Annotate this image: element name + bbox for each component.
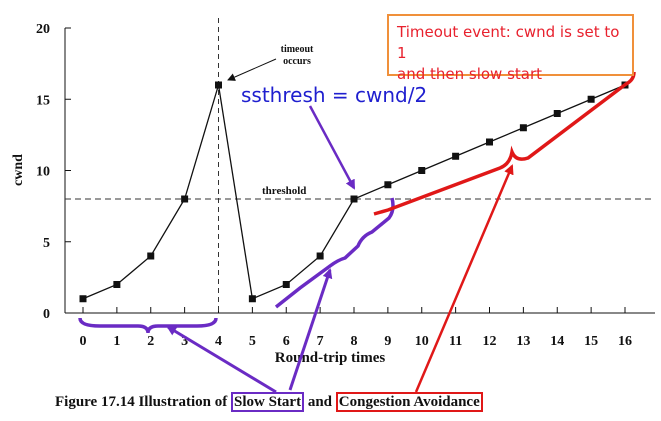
slow-start-brace — [78, 317, 218, 334]
cwnd-point — [147, 252, 155, 260]
x-tick-label: 12 — [483, 334, 497, 349]
cwnd-point — [215, 81, 222, 89]
y-axis-label: cwnd — [11, 154, 26, 186]
ssthresh-arrow — [308, 105, 356, 190]
cwnd-point — [519, 124, 527, 132]
cwnd-point — [113, 281, 121, 288]
slow-start-arrow-2 — [288, 268, 333, 391]
cwnd-point — [486, 138, 493, 146]
x-tick-label: 15 — [584, 334, 598, 349]
cwnd-point — [316, 252, 324, 260]
caption-congestion-avoidance: Congestion Avoidance — [335, 392, 483, 412]
timeout-arrow — [227, 58, 277, 81]
cwnd-series-line — [82, 84, 626, 300]
x-tick-label: 11 — [449, 334, 462, 349]
y-tick-label: 20 — [36, 22, 50, 37]
x-tick-label: 6 — [283, 334, 290, 349]
figure-caption: Figure 17.14 Illustration of Slow Start … — [55, 392, 483, 412]
x-tick-label: 10 — [415, 334, 429, 349]
y-tick-label: 10 — [36, 165, 50, 180]
x-tick-label: 14 — [550, 334, 564, 349]
x-tick-label: 8 — [351, 334, 358, 349]
cwnd-point — [384, 181, 392, 189]
cwnd-point — [350, 195, 358, 203]
caption-middle: and — [304, 394, 336, 410]
threshold-label: threshold — [262, 185, 306, 197]
cwnd-point — [553, 110, 561, 117]
cwnd-points — [79, 81, 629, 303]
cwnd-point — [418, 167, 426, 174]
cwnd-point — [452, 152, 460, 160]
timeout-label-line2: occurs — [283, 56, 311, 67]
x-tick-label: 7 — [317, 334, 324, 349]
y-tick-label: 5 — [43, 236, 50, 251]
y-tick-group: 0 5 10 15 20 — [36, 22, 71, 322]
congestion-avoidance-arrow — [414, 164, 514, 393]
y-tick-label: 0 — [43, 307, 50, 322]
x-tick-label: 0 — [80, 334, 87, 349]
x-tick-label: 1 — [113, 334, 120, 349]
x-tick-label: 4 — [215, 334, 222, 349]
cwnd-point — [181, 195, 189, 203]
callout-line2: and then slow start — [397, 65, 543, 83]
timeout-label-line1: timeout — [281, 44, 314, 55]
x-tick-group: 0 1 2 3 4 5 6 7 8 9 10 11 12 13 14 15 16 — [80, 307, 632, 349]
x-tick-label: 2 — [147, 334, 154, 349]
ssthresh-annotation: ssthresh = cwnd/2 — [241, 83, 428, 107]
caption-prefix: Figure 17.14 Illustration of — [55, 394, 231, 410]
x-tick-label: 3 — [181, 334, 188, 349]
timeout-callout: Timeout event: cwnd is set to 1 and then… — [387, 14, 634, 83]
x-axis-label: Round-trip times — [275, 350, 386, 366]
x-tick-label: 13 — [516, 334, 530, 349]
x-tick-label: 5 — [249, 334, 256, 349]
cwnd-point — [79, 295, 87, 303]
slow-start-arrow-1 — [166, 325, 277, 394]
cwnd-point — [248, 295, 256, 303]
y-tick-label: 15 — [36, 93, 50, 108]
x-tick-label: 16 — [618, 334, 632, 349]
slow-start-brace-2 — [274, 197, 395, 309]
x-tick-label: 9 — [384, 334, 391, 349]
cwnd-point — [587, 95, 595, 103]
callout-line1: Timeout event: cwnd is set to 1 — [397, 23, 620, 62]
caption-slow-start: Slow Start — [230, 392, 305, 412]
cwnd-point — [282, 281, 290, 288]
